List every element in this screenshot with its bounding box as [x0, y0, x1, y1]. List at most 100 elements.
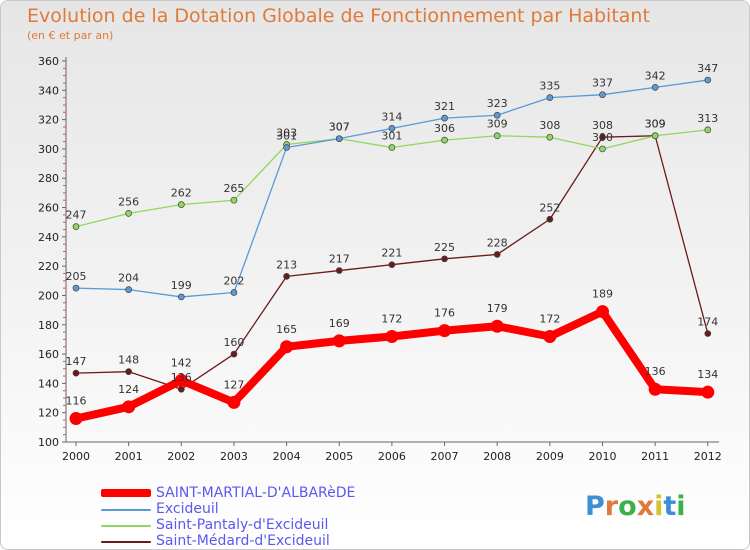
x-tick-label: 2009 [536, 450, 564, 463]
data-label: 213 [276, 258, 297, 271]
data-point [174, 373, 188, 387]
y-tick-label: 140 [38, 377, 59, 390]
data-point [125, 368, 133, 376]
y-tick-label: 120 [38, 407, 59, 420]
data-point [546, 94, 554, 101]
data-point [280, 340, 294, 354]
logo-letter: x [636, 491, 655, 522]
data-label: 347 [697, 62, 718, 75]
data-point [438, 324, 452, 338]
data-label: 262 [171, 187, 192, 200]
legend-swatch-saint-pantaly [101, 525, 151, 527]
data-label: 303 [276, 127, 297, 140]
data-label: 116 [66, 395, 87, 408]
logo-letter: P [585, 491, 605, 522]
data-label: 179 [487, 302, 508, 315]
data-label: 174 [697, 316, 718, 329]
data-point [648, 382, 662, 396]
x-tick-label: 2008 [483, 450, 511, 463]
data-point [441, 255, 448, 263]
data-label: 225 [434, 241, 455, 254]
y-tick-label: 280 [38, 172, 59, 185]
y-tick-label: 320 [38, 114, 59, 127]
data-label: 165 [276, 323, 297, 336]
data-point [69, 412, 83, 426]
data-label: 217 [329, 253, 350, 266]
x-tick-label: 2002 [167, 450, 195, 463]
logo-letter: i [654, 491, 664, 522]
data-label: 205 [66, 270, 87, 283]
data-point [493, 132, 501, 140]
logo-letter: o [618, 491, 637, 522]
chart-title: Evolution de la Dotation Globale de Fonc… [27, 5, 650, 27]
legend-swatch-saint-medard [101, 541, 151, 543]
y-tick-label: 200 [38, 289, 59, 302]
y-tick-label: 360 [38, 55, 59, 68]
data-label: 309 [645, 118, 666, 131]
data-point [546, 133, 554, 141]
data-point [122, 400, 136, 414]
data-label: 176 [434, 307, 455, 320]
data-label: 189 [592, 288, 613, 301]
chart-subtitle: (en € et par an) [27, 29, 114, 42]
data-label: 308 [592, 119, 613, 132]
logo-letter: t [663, 491, 677, 522]
data-point [72, 223, 80, 230]
data-point [388, 125, 396, 132]
data-point [701, 385, 715, 399]
data-point [177, 385, 185, 393]
data-label: 306 [434, 122, 455, 135]
data-label: 199 [171, 279, 192, 292]
data-label: 309 [645, 118, 666, 131]
data-point [335, 267, 343, 274]
data-point [543, 329, 557, 343]
x-tick-label: 2012 [694, 450, 722, 463]
data-label: 265 [223, 182, 244, 195]
data-label: 247 [66, 209, 87, 222]
data-point [651, 84, 659, 91]
data-label: 256 [118, 195, 139, 208]
data-point [385, 329, 399, 343]
x-tick-label: 2006 [378, 450, 406, 463]
data-label: 337 [592, 77, 613, 90]
data-label: 142 [171, 356, 192, 369]
data-label: 136 [171, 371, 192, 384]
data-label: 172 [539, 312, 560, 325]
data-label: 252 [539, 201, 560, 214]
data-point [493, 111, 501, 119]
data-point [125, 286, 133, 293]
data-label: 301 [381, 129, 402, 142]
legend-label-saint-martial: SAINT-MARTIAL-D'ALBARèDE [156, 485, 356, 501]
data-point [704, 330, 712, 337]
data-label: 342 [645, 69, 666, 82]
y-tick-label: 100 [38, 436, 59, 449]
data-point [490, 319, 504, 333]
data-point [283, 273, 290, 280]
data-labels-layer: 147 148 136 160 213 217 221 225 228 252 308 309 174 2… [66, 62, 719, 408]
x-tick-label: 2010 [589, 450, 617, 463]
data-point [599, 91, 606, 99]
y-tick-label: 260 [38, 202, 59, 215]
data-label: 169 [329, 317, 350, 330]
series-layer [69, 76, 715, 426]
data-point [125, 210, 133, 217]
data-label: 321 [434, 100, 455, 113]
data-point [441, 136, 448, 144]
x-tick-label: 2001 [115, 450, 143, 463]
data-point [546, 215, 554, 223]
data-point [388, 261, 396, 269]
data-label: 309 [487, 118, 508, 131]
legend-swatch-excideuil [101, 509, 151, 511]
data-label: 313 [697, 112, 718, 125]
data-point [441, 114, 448, 122]
data-label: 300 [592, 131, 613, 144]
logo-letter: r [604, 491, 619, 522]
data-point [599, 145, 606, 153]
y-tick-label: 300 [38, 143, 59, 156]
data-point [332, 334, 346, 348]
data-point [72, 284, 80, 292]
data-label: 308 [539, 119, 560, 132]
data-label: 204 [118, 272, 139, 285]
data-label: 160 [223, 336, 244, 349]
